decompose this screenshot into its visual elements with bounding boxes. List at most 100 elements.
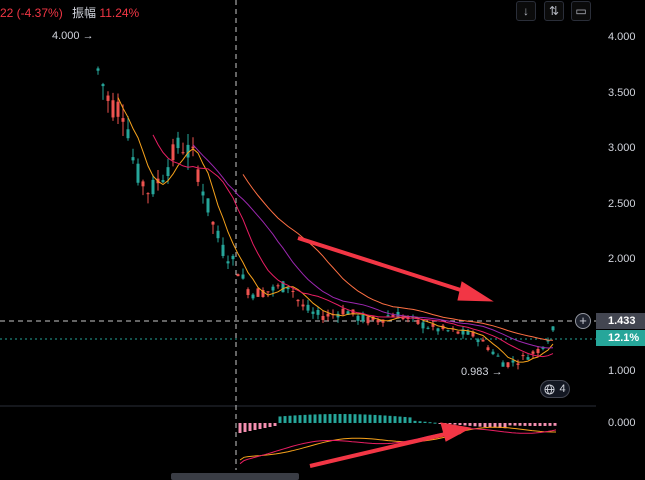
candle-body	[421, 322, 425, 329]
candle-body	[316, 309, 320, 315]
macd-line	[239, 428, 557, 465]
macd-histogram-bar	[413, 420, 417, 423]
candle-body	[416, 319, 420, 324]
tick-2000: 2.000	[608, 253, 636, 265]
candle-body	[431, 323, 435, 327]
expand-vertical-button[interactable]: ⇅	[544, 1, 564, 21]
candle-body	[301, 304, 305, 307]
macd-histogram-bar	[353, 414, 357, 423]
macd-histogram-bar	[378, 415, 382, 423]
macd-histogram-bar	[313, 414, 317, 423]
candle-body	[191, 146, 195, 149]
candle-body	[521, 355, 525, 357]
macd-histogram-bar	[523, 423, 527, 426]
macd-histogram-bar	[268, 423, 272, 427]
price-axis[interactable]: 4.000 3.500 3.000 2.500 2.000 1.000 0.00…	[596, 0, 645, 480]
macd-histogram-bar	[243, 423, 247, 432]
candle-body	[501, 362, 505, 367]
trend-arrow-lower	[309, 422, 472, 468]
macd-histogram-bar	[468, 423, 472, 426]
macd-histogram-bar	[488, 423, 492, 428]
candle-body	[111, 100, 115, 118]
amplitude-value: 11.24%	[99, 6, 140, 20]
tick-3500: 3.500	[608, 87, 636, 99]
percent-change-label: 12.1%	[596, 330, 645, 346]
high-price-annotation: 4.000 →	[52, 30, 94, 42]
candle-body	[426, 327, 430, 329]
candle-body	[366, 316, 370, 324]
candle-body	[231, 255, 235, 260]
candle-body	[551, 326, 555, 331]
candle-body	[196, 169, 200, 182]
candle-body	[141, 181, 145, 187]
macd-histogram-bar	[423, 421, 427, 423]
candle-body	[281, 281, 285, 293]
candle-body	[251, 294, 255, 299]
moving-average-line	[192, 144, 554, 349]
events-badge[interactable]: 4	[540, 380, 570, 398]
macd-histogram-bar	[278, 416, 282, 423]
candle-body	[471, 331, 475, 337]
candle-body	[211, 221, 215, 225]
macd-histogram-bar	[538, 423, 542, 426]
macd-histogram-bar	[528, 423, 532, 426]
macd-histogram-bar	[453, 423, 457, 425]
macd-line	[239, 426, 556, 461]
candle-body	[506, 362, 510, 367]
candle-body	[176, 137, 180, 149]
add-alert-button[interactable]: +	[575, 313, 591, 329]
macd-histogram-bar	[248, 423, 252, 431]
macd-histogram-bar	[293, 415, 297, 423]
macd-histogram-bar	[553, 423, 557, 426]
up-down-arrows-icon: ⇅	[548, 4, 560, 18]
candle-body	[476, 339, 480, 343]
macd-histogram-bar	[333, 414, 337, 423]
macd-histogram-bar	[363, 414, 367, 423]
candle-body	[286, 287, 290, 290]
candle-body	[256, 288, 260, 297]
candle-body	[466, 330, 470, 335]
candle-body	[326, 313, 330, 317]
macd-histogram-bar	[253, 423, 257, 430]
macd-histogram-bar	[478, 423, 482, 427]
candle-body	[376, 319, 380, 323]
moving-average-line	[117, 97, 554, 363]
change-value: 22 (-4.37%)	[0, 6, 63, 20]
macd-histogram-bar	[288, 415, 292, 423]
candle-body	[356, 315, 360, 321]
macd-histogram-bar	[303, 414, 307, 423]
macd-histogram-bar	[483, 423, 487, 428]
macd-histogram-bar	[533, 423, 537, 426]
macd-group	[238, 414, 557, 465]
candle-body	[241, 274, 245, 279]
candlestick-chart[interactable]	[0, 0, 596, 480]
macd-histogram-bar	[298, 415, 302, 423]
candle-body	[131, 157, 135, 161]
candle-body	[546, 339, 550, 342]
scroll-down-button[interactable]: ↓	[516, 1, 536, 21]
fullscreen-button[interactable]: ▭	[571, 1, 591, 21]
macd-histogram-bar	[418, 421, 422, 423]
macd-histogram-bar	[543, 423, 547, 426]
tick-2500: 2.500	[608, 198, 636, 210]
candle-body	[491, 351, 495, 355]
macd-histogram-bar	[403, 416, 407, 423]
macd-histogram-bar	[498, 423, 502, 428]
macd-histogram-bar	[273, 423, 277, 426]
candle-body	[146, 193, 150, 195]
macd-histogram-bar	[448, 423, 452, 425]
candle-body	[291, 290, 295, 292]
horizontal-scrollbar[interactable]	[171, 473, 299, 480]
macd-histogram-bar	[308, 414, 312, 423]
macd-histogram-bar	[438, 423, 442, 424]
macd-histogram-bar	[263, 423, 267, 428]
moving-average-line	[152, 134, 554, 358]
candle-body	[201, 191, 205, 196]
candle-body	[216, 230, 220, 239]
candle-body	[101, 84, 105, 87]
macd-histogram-bar	[508, 423, 512, 426]
candle-body	[206, 198, 210, 213]
candle-body	[261, 290, 265, 297]
trend-arrow-upper	[297, 236, 494, 302]
candle-body	[346, 311, 350, 315]
